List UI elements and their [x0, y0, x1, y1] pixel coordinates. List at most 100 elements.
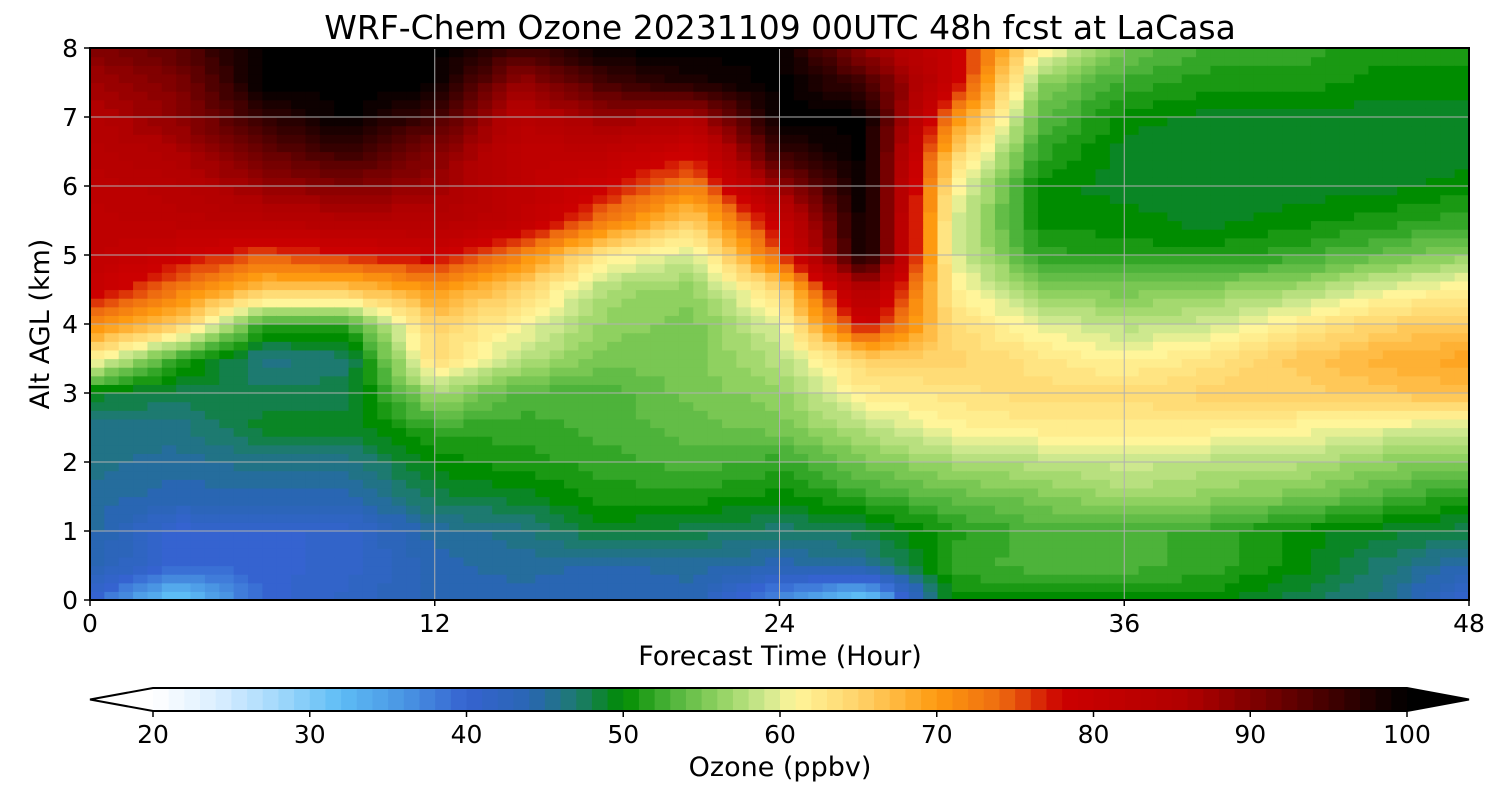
heatmap-cell — [750, 479, 766, 489]
heatmap-cell — [1124, 367, 1140, 377]
heatmap-cell — [1109, 375, 1125, 385]
heatmap-cell — [808, 591, 824, 600]
heatmap-cell — [994, 418, 1010, 429]
heatmap-cell — [707, 582, 723, 592]
heatmap-cell — [1181, 358, 1197, 368]
heatmap-cell — [994, 298, 1010, 308]
heatmap-cell — [1038, 298, 1054, 308]
heatmap-cell — [736, 556, 752, 567]
heatmap-cell — [707, 487, 723, 498]
heatmap-cell — [822, 211, 838, 222]
heatmap-cell — [578, 108, 594, 118]
heatmap-cell — [1023, 436, 1039, 446]
heatmap-cell — [808, 237, 824, 247]
heatmap-cell — [1109, 246, 1125, 256]
heatmap-cell — [1109, 99, 1125, 109]
heatmap-cell — [678, 453, 694, 463]
heatmap-cell — [219, 168, 235, 178]
heatmap-cell — [233, 220, 249, 230]
heatmap-cell — [133, 505, 149, 515]
heatmap-cell — [420, 324, 436, 334]
heatmap-cell — [750, 108, 766, 118]
heatmap-cell — [133, 479, 149, 489]
heatmap-cell — [176, 194, 192, 204]
heatmap-cell — [1052, 272, 1068, 282]
heatmap-cell — [635, 91, 651, 101]
heatmap-cell — [621, 160, 637, 170]
heatmap-cell — [233, 436, 249, 446]
heatmap-cell — [621, 349, 637, 360]
heatmap-cell — [420, 203, 436, 213]
heatmap-cell — [650, 56, 666, 66]
heatmap-cell — [262, 263, 278, 273]
heatmap-cell — [176, 237, 192, 247]
heatmap-cell — [104, 453, 120, 463]
heatmap-cell — [707, 565, 723, 575]
heatmap-cell — [1167, 436, 1183, 446]
heatmap-cell — [994, 410, 1010, 420]
heatmap-cell — [750, 306, 766, 316]
heatmap-cell — [276, 349, 292, 360]
heatmap-cell — [836, 582, 852, 592]
heatmap-cell — [549, 453, 565, 463]
heatmap-cell — [750, 315, 766, 325]
heatmap-cell — [937, 453, 953, 463]
heatmap-cell — [276, 367, 292, 377]
heatmap-cell — [391, 246, 407, 256]
heatmap-cell — [90, 591, 105, 600]
heatmap-cell — [908, 332, 924, 342]
heatmap-cell — [707, 151, 723, 161]
heatmap-cell — [104, 375, 120, 385]
heatmap-cell — [334, 410, 350, 420]
heatmap-cell — [391, 479, 407, 489]
heatmap-cell — [219, 255, 235, 265]
heatmap-cell — [362, 418, 378, 429]
heatmap-cell — [894, 470, 910, 480]
heatmap-cell — [492, 177, 508, 187]
heatmap-cell — [233, 48, 249, 58]
heatmap-cell — [765, 470, 781, 480]
heatmap-cell — [377, 65, 393, 75]
heatmap-cell — [894, 531, 910, 541]
heatmap-cell — [1181, 151, 1197, 161]
heatmap-cell — [449, 487, 465, 498]
heatmap-cell — [319, 358, 335, 368]
heatmap-cell — [420, 211, 436, 222]
heatmap-cell — [564, 341, 579, 351]
heatmap-cell — [291, 410, 307, 420]
heatmap-cell — [1095, 324, 1111, 334]
heatmap-cell — [966, 186, 982, 196]
heatmap-cell — [994, 289, 1010, 299]
heatmap-cell — [90, 375, 105, 385]
heatmap-cell — [836, 194, 852, 204]
heatmap-cell — [291, 255, 307, 265]
heatmap-cell — [291, 393, 307, 403]
heatmap-cell — [334, 496, 350, 506]
heatmap-cell — [664, 565, 680, 575]
heatmap-cell — [635, 237, 651, 247]
heatmap-cell — [90, 505, 105, 515]
heatmap-cell — [204, 332, 220, 342]
heatmap-cell — [133, 194, 149, 204]
heatmap-cell — [190, 324, 206, 334]
heatmap-cell — [1167, 341, 1183, 351]
heatmap-cell — [937, 142, 953, 153]
heatmap-cell — [535, 263, 551, 273]
heatmap-cell — [851, 168, 867, 178]
heatmap-cell — [621, 306, 637, 316]
heatmap-cell — [722, 324, 737, 334]
heatmap-cell — [966, 453, 982, 463]
heatmap-cell — [664, 410, 680, 420]
heatmap-cell — [477, 487, 493, 498]
heatmap-cell — [377, 427, 393, 437]
heatmap-cell — [765, 237, 781, 247]
heatmap-cell — [147, 280, 163, 291]
heatmap-cell — [1196, 82, 1212, 92]
heatmap-cell — [707, 410, 723, 420]
heatmap-cell — [348, 237, 364, 247]
heatmap-cell — [1109, 522, 1125, 532]
heatmap-cell — [118, 401, 134, 411]
heatmap-cell — [822, 436, 838, 446]
heatmap-cell — [391, 48, 407, 58]
heatmap-cell — [1038, 427, 1054, 437]
